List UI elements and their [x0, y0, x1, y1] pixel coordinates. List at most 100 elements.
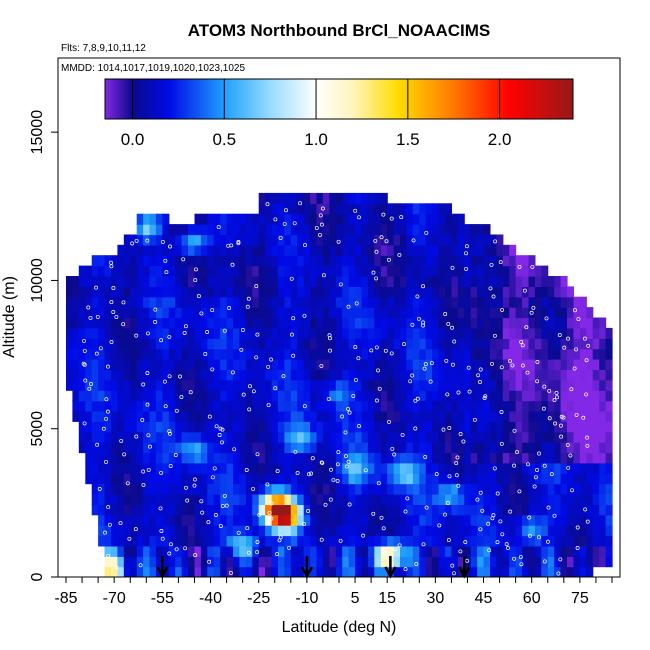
y-tick-label: 0	[29, 572, 46, 581]
sample-point	[376, 481, 381, 486]
sample-point	[487, 548, 492, 553]
heatmap-cell	[579, 390, 587, 402]
heatmap-cell	[213, 255, 221, 267]
heatmap-cell	[348, 296, 356, 308]
heatmap-cell	[348, 400, 356, 412]
sample-point	[353, 377, 358, 382]
sample-point	[413, 426, 418, 431]
heatmap-cell	[464, 483, 472, 495]
sample-point	[82, 348, 87, 353]
heatmap-cell	[143, 369, 151, 381]
heatmap-cell	[111, 452, 118, 464]
heatmap-cell	[393, 514, 401, 526]
heatmap-cell	[220, 348, 228, 360]
heatmap-cell	[149, 307, 157, 319]
heatmap-cell	[477, 255, 485, 267]
heatmap-cell	[605, 462, 613, 474]
heatmap-cell	[258, 369, 266, 381]
heatmap-cell	[419, 307, 427, 319]
heatmap-cell	[303, 369, 311, 381]
heatmap-cell	[278, 483, 285, 495]
heatmap-cell	[445, 494, 452, 505]
sample-point	[207, 559, 212, 564]
heatmap-cell	[297, 556, 305, 568]
heatmap-cell	[502, 379, 510, 391]
heatmap-cell	[213, 421, 221, 433]
heatmap-cell	[117, 545, 125, 557]
heatmap-cell	[355, 369, 363, 381]
heatmap-cell	[207, 244, 215, 256]
heatmap-cell	[554, 348, 562, 360]
heatmap-cell	[220, 462, 228, 474]
sample-point	[389, 351, 394, 356]
heatmap-cell	[143, 359, 151, 370]
heatmap-cell	[355, 234, 363, 246]
heatmap-cell	[393, 348, 401, 360]
heatmap-cell	[226, 452, 234, 464]
sample-point	[278, 235, 283, 240]
heatmap-cell	[188, 410, 195, 422]
heatmap-cell	[541, 473, 549, 485]
heatmap-cell	[104, 265, 112, 277]
heatmap-cell	[104, 338, 112, 350]
heatmap-cell	[239, 307, 247, 319]
sample-point	[437, 523, 442, 528]
heatmap-cell	[515, 462, 523, 474]
sample-point	[230, 262, 235, 267]
sample-point	[284, 208, 288, 213]
sample-point	[160, 536, 165, 541]
heatmap-cell	[380, 234, 388, 246]
heatmap-cell	[278, 494, 285, 505]
heatmap-cell	[155, 525, 163, 537]
heatmap-cell	[322, 255, 330, 267]
heatmap-cell	[175, 473, 183, 485]
heatmap-cell	[117, 462, 125, 474]
heatmap-cell	[509, 452, 517, 464]
heatmap-cell	[168, 483, 176, 495]
heatmap-cell	[560, 452, 568, 464]
heatmap-cell	[573, 379, 581, 391]
heatmap-cell	[457, 390, 465, 402]
heatmap-cell	[117, 400, 125, 412]
heatmap-cell	[136, 255, 144, 267]
heatmap-cell	[329, 348, 337, 360]
heatmap-cell	[175, 348, 183, 360]
heatmap-cell	[220, 327, 228, 339]
sample-point	[399, 215, 404, 220]
heatmap-cell	[98, 462, 106, 474]
heatmap-cell	[496, 338, 504, 350]
sample-point	[346, 459, 351, 464]
heatmap-cell	[432, 504, 440, 516]
heatmap-cell	[342, 421, 350, 433]
heatmap-cell	[528, 400, 536, 412]
heatmap-cell	[245, 452, 253, 464]
heatmap-cell	[226, 348, 234, 360]
sample-point	[106, 553, 111, 558]
heatmap-cell	[355, 431, 363, 443]
heatmap-cell	[464, 359, 472, 370]
sample-point	[515, 450, 519, 455]
heatmap-cell	[547, 556, 555, 568]
heatmap-cell	[425, 213, 433, 225]
heatmap-cell	[586, 369, 594, 381]
profile-arrow-head	[300, 566, 313, 579]
heatmap-cell	[419, 545, 427, 557]
sample-point	[542, 384, 547, 389]
heatmap-cell	[271, 276, 279, 287]
heatmap-cell	[252, 369, 260, 381]
heatmap-cell	[78, 379, 86, 391]
heatmap-cell	[432, 327, 440, 339]
heatmap-cell	[554, 296, 562, 308]
heatmap-cell	[284, 535, 292, 547]
heatmap-cell	[541, 390, 549, 402]
heatmap-cell	[342, 255, 350, 267]
heatmap-cell	[515, 504, 523, 516]
heatmap-cell	[419, 421, 427, 433]
heatmap-cell	[85, 348, 93, 360]
heatmap-cell	[342, 348, 350, 360]
heatmap-cell	[265, 390, 273, 402]
heatmap-cell	[175, 494, 183, 505]
sample-point	[179, 395, 184, 399]
heatmap-cell	[457, 265, 465, 277]
heatmap-cell	[78, 400, 86, 412]
